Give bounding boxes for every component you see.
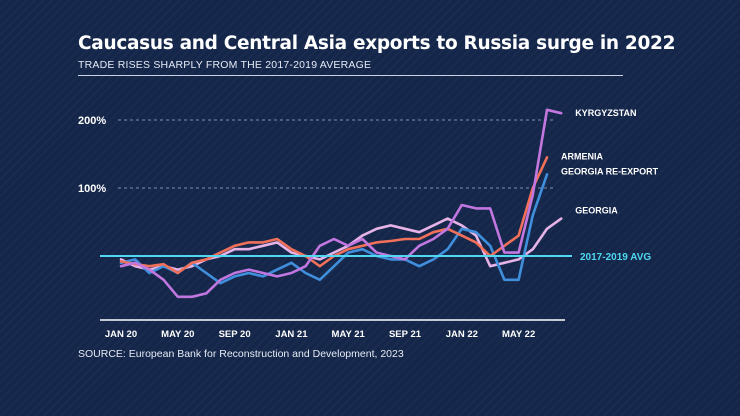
series-layer xyxy=(100,108,572,299)
series-label-georgia: GEORGIA xyxy=(575,206,618,216)
grid-layer xyxy=(118,119,555,189)
x-tick-label: JAN 22 xyxy=(446,329,478,340)
average-reference-label: 2017-2019 AVG xyxy=(580,252,651,263)
series-line-kyrgyzstan xyxy=(119,108,563,299)
x-tick-label: MAY 20 xyxy=(161,329,194,340)
x-tick-label: MAY 21 xyxy=(332,329,366,340)
x-tick-label: JAN 21 xyxy=(275,329,308,340)
title-divider xyxy=(78,75,623,76)
series-label-armenia: ARMENIA xyxy=(561,151,603,161)
axis-layer: 100% 200% JAN 20 MAY 20 SEP 20 JAN 21 MAY 21 SE… xyxy=(78,115,565,340)
label-layer: 2017-2019 AVG KYRGYZSTAN ARMENIA GEORGIA RE… xyxy=(561,108,659,263)
chart-source: SOURCE: European Bank for Reconstruction… xyxy=(78,348,404,360)
y-tick-label: 200% xyxy=(78,115,106,127)
x-tick-label: MAY 22 xyxy=(502,329,535,340)
series-label-georgia-re-export: GEORGIA RE-EXPORT xyxy=(561,166,659,176)
chart-subtitle: TRADE RISES SHARPLY FROM THE 2017-2019 A… xyxy=(78,59,372,71)
chart-title: Caucasus and Central Asia exports to Rus… xyxy=(78,33,676,54)
x-tick-label: SEP 20 xyxy=(219,329,251,340)
series-label-kyrgyzstan: KYRGYZSTAN xyxy=(575,108,636,118)
y-tick-label: 100% xyxy=(78,183,106,195)
x-tick-label: SEP 21 xyxy=(389,329,422,340)
x-tick-label: JAN 20 xyxy=(105,329,137,340)
